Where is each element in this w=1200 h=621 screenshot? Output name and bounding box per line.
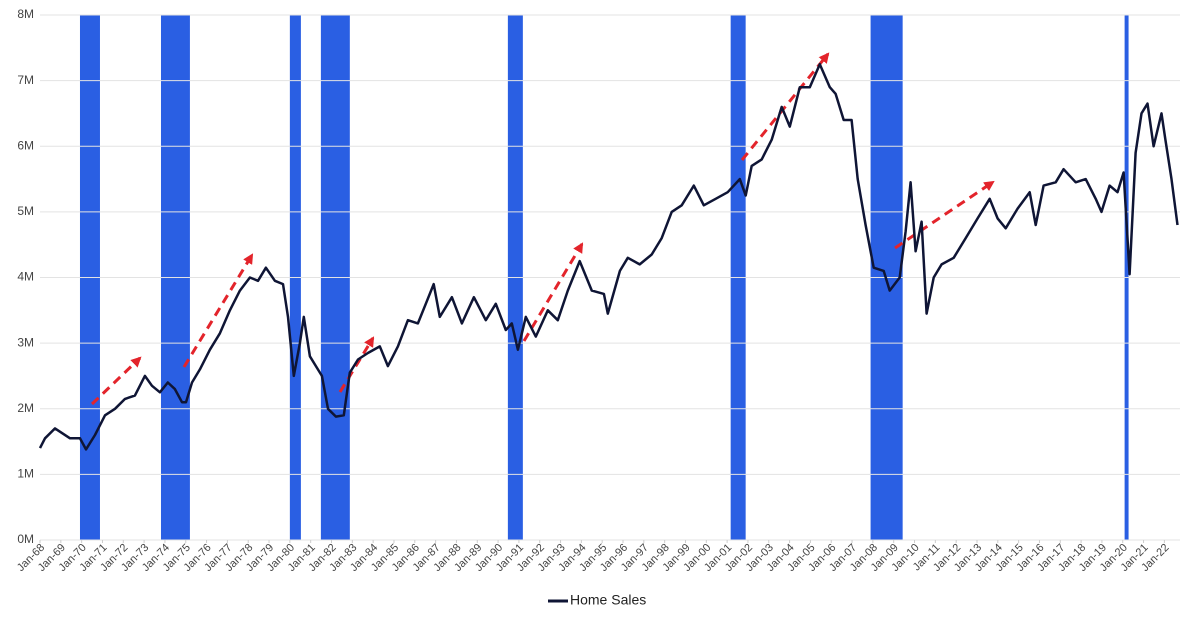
series xyxy=(38,62,1179,451)
trend-arrow xyxy=(338,336,375,393)
y-tick-label: 2M xyxy=(17,401,34,415)
trend-arrow xyxy=(894,180,995,250)
trend-arrow xyxy=(522,242,584,342)
trend-arrow xyxy=(90,356,142,406)
y-tick-label: 0M xyxy=(17,532,34,546)
trend-arrow xyxy=(182,253,254,368)
y-tick-label: 1M xyxy=(17,467,34,481)
y-tick-label: 6M xyxy=(17,138,34,152)
y-tick-label: 3M xyxy=(17,335,34,349)
y-tick-label: 5M xyxy=(17,204,34,218)
y-tick-label: 4M xyxy=(17,270,34,284)
trend-arrow xyxy=(740,52,830,161)
legend-label: Home Sales xyxy=(570,592,646,608)
trend-arrows xyxy=(90,52,995,406)
y-tick-label: 7M xyxy=(17,73,34,87)
series-line xyxy=(38,62,1179,451)
grid xyxy=(40,14,1180,541)
y-tick-label: 8M xyxy=(17,7,34,21)
